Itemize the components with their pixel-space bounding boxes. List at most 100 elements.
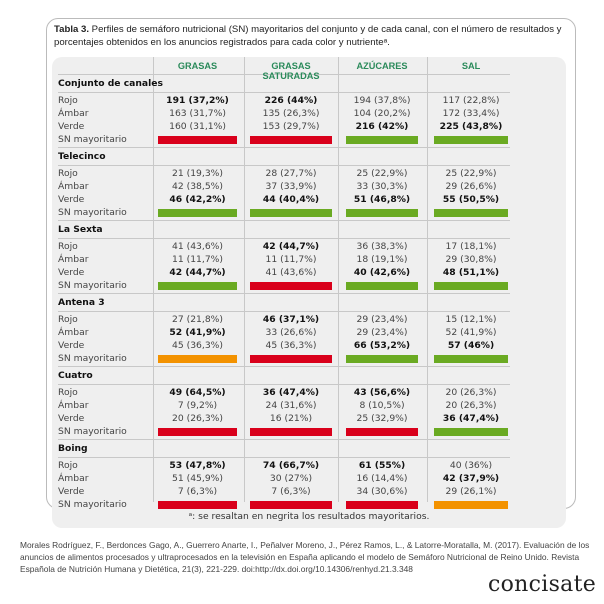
- value-cell: 16 (14,4%): [356, 473, 408, 484]
- column-header: GRASAS: [177, 61, 218, 71]
- row-label: Rojo: [58, 460, 78, 471]
- value-cell: 29 (23,4%): [356, 327, 408, 338]
- sn-verde-bar: [434, 136, 508, 144]
- table-caption: Perfiles de semáforo nutricional (SN) ma…: [54, 24, 562, 48]
- row-label: Verde: [58, 340, 85, 351]
- value-cell: 53 (47,8%): [169, 460, 226, 471]
- column-divider: [338, 57, 339, 502]
- group-name: Cuatro: [58, 369, 510, 385]
- sn-rojo-bar: [346, 501, 418, 509]
- column-header: SAL: [461, 61, 481, 71]
- value-cell: 117 (22,8%): [442, 95, 500, 106]
- value-cell: 52 (41,9%): [169, 327, 226, 338]
- value-cell: 194 (37,8%): [353, 95, 411, 106]
- row-label: SN mayoritario: [58, 134, 127, 145]
- value-cell: 66 (53,2%): [353, 340, 411, 351]
- column-header: GRASAS SATURADAS: [262, 61, 320, 81]
- table-row: Ámbar 163 (31,7%) 135 (26,3%) 104 (20,2%) 17…: [58, 107, 510, 120]
- table-row: Rojo 53 (47,8%) 74 (66,7%) 61 (55%) 40 (36%): [58, 459, 510, 472]
- value-cell: 172 (33,4%): [442, 108, 500, 119]
- value-cell: 33 (26,6%): [265, 327, 317, 338]
- value-cell: 45 (36,3%): [172, 340, 223, 351]
- sn-rojo-bar: [158, 501, 237, 509]
- table-row: SN mayoritario: [58, 498, 510, 511]
- value-cell: 36 (38,3%): [356, 241, 408, 252]
- table-row: Rojo 41 (43,6%) 42 (44,7%) 36 (38,3%) 17 (18…: [58, 240, 510, 253]
- value-cell: 27 (21,8%): [172, 314, 223, 325]
- value-cell: 52 (41,9%): [445, 327, 497, 338]
- row-label: Verde: [58, 194, 85, 205]
- row-label: Ámbar: [58, 181, 89, 192]
- sn-rojo-bar: [158, 428, 237, 436]
- channel-group: Conjunto de canales Rojo 191 (37,2%) 226 (4…: [58, 75, 510, 148]
- value-cell: 20 (26,3%): [445, 387, 497, 398]
- value-cell: 104 (20,2%): [353, 108, 411, 119]
- value-cell: 11 (11,7%): [172, 254, 223, 265]
- value-cell: 226 (44%): [264, 95, 318, 106]
- value-cell: 16 (21%): [269, 413, 313, 424]
- table-row: SN mayoritario: [58, 279, 510, 292]
- group-name: La Sexta: [58, 223, 510, 239]
- channel-group: Antena 3 Rojo 27 (21,8%) 46 (37,1%) 29 (23,4…: [58, 294, 510, 367]
- value-cell: 17 (18,1%): [445, 241, 497, 252]
- row-label: Verde: [58, 121, 85, 132]
- value-cell: 41 (43,6%): [265, 267, 317, 278]
- value-cell: 49 (64,5%): [169, 387, 226, 398]
- row-label: SN mayoritario: [58, 426, 127, 437]
- row-label: Verde: [58, 486, 85, 497]
- table-row: Rojo 191 (37,2%) 226 (44%) 194 (37,8%) 117 (…: [58, 94, 510, 107]
- table-row: Ámbar 52 (41,9%) 33 (26,6%) 29 (23,4%) 52 (4…: [58, 326, 510, 339]
- sn-rojo-bar: [250, 355, 332, 363]
- value-cell: 25 (22,9%): [445, 168, 497, 179]
- value-cell: 61 (55%): [358, 460, 406, 471]
- nutrition-table: GRASAS GRASAS SATURADAS AZÚCARES SAL Conjun…: [58, 57, 510, 512]
- value-cell: 44 (40,4%): [262, 194, 320, 205]
- row-label: Ámbar: [58, 400, 89, 411]
- value-cell: 20 (26,3%): [445, 400, 497, 411]
- value-cell: 8 (10,5%): [359, 400, 405, 411]
- row-label: Rojo: [58, 387, 78, 398]
- group-name: Antena 3: [58, 296, 510, 312]
- column-divider: [427, 57, 428, 502]
- row-label: Verde: [58, 413, 85, 424]
- table-row: SN mayoritario: [58, 352, 510, 365]
- row-label: Ámbar: [58, 327, 89, 338]
- table-row: Ámbar 51 (45,9%) 30 (27%) 16 (14,4%) 42 (37,…: [58, 472, 510, 485]
- row-label: Rojo: [58, 314, 78, 325]
- row-label: SN mayoritario: [58, 499, 127, 510]
- table-title: Tabla 3. Perfiles de semáforo nutriciona…: [54, 23, 569, 49]
- value-cell: 45 (36,3%): [265, 340, 317, 351]
- sn-verde-bar: [346, 209, 418, 217]
- sn-verde-bar: [434, 282, 508, 290]
- value-cell: 7 (9,2%): [177, 400, 218, 411]
- sn-rojo-bar: [250, 136, 332, 144]
- table-row: Verde 7 (6,3%) 7 (6,3%) 34 (30,6%) 29 (26,1%…: [58, 485, 510, 498]
- row-label: Ámbar: [58, 108, 89, 119]
- value-cell: 51 (46,8%): [353, 194, 411, 205]
- value-cell: 135 (26,3%): [262, 108, 320, 119]
- value-cell: 29 (26,6%): [445, 181, 497, 192]
- value-cell: 153 (29,7%): [262, 121, 320, 132]
- value-cell: 191 (37,2%): [166, 95, 229, 106]
- row-label: Rojo: [58, 241, 78, 252]
- channel-group: Boing Rojo 53 (47,8%) 74 (66,7%) 61 (55%) 40 …: [58, 440, 510, 512]
- table-header: GRASAS GRASAS SATURADAS AZÚCARES SAL: [58, 57, 510, 81]
- sn-rojo-bar: [158, 136, 237, 144]
- sn-rojo-bar: [346, 428, 418, 436]
- table-row: Verde 46 (42,2%) 44 (40,4%) 51 (46,8%) 55 (5…: [58, 193, 510, 206]
- value-cell: 48 (51,1%): [442, 267, 500, 278]
- table-row: SN mayoritario: [58, 425, 510, 438]
- sn-verde-bar: [250, 209, 332, 217]
- table-row: Rojo 21 (19,3%) 28 (27,7%) 25 (22,9%) 25 (22…: [58, 167, 510, 180]
- sn-verde-bar: [434, 428, 508, 436]
- sn-verde-bar: [158, 282, 237, 290]
- table-row: Verde 160 (31,1%) 153 (29,7%) 216 (42%) 225 …: [58, 120, 510, 133]
- channel-group: Cuatro Rojo 49 (64,5%) 36 (47,4%) 43 (56,6%)…: [58, 367, 510, 440]
- row-label: Verde: [58, 267, 85, 278]
- group-name: Boing: [58, 442, 510, 458]
- value-cell: 21 (19,3%): [172, 168, 223, 179]
- value-cell: 51 (45,9%): [172, 473, 223, 484]
- value-cell: 30 (27%): [269, 473, 313, 484]
- value-cell: 55 (50,5%): [442, 194, 500, 205]
- value-cell: 42 (38,5%): [172, 181, 223, 192]
